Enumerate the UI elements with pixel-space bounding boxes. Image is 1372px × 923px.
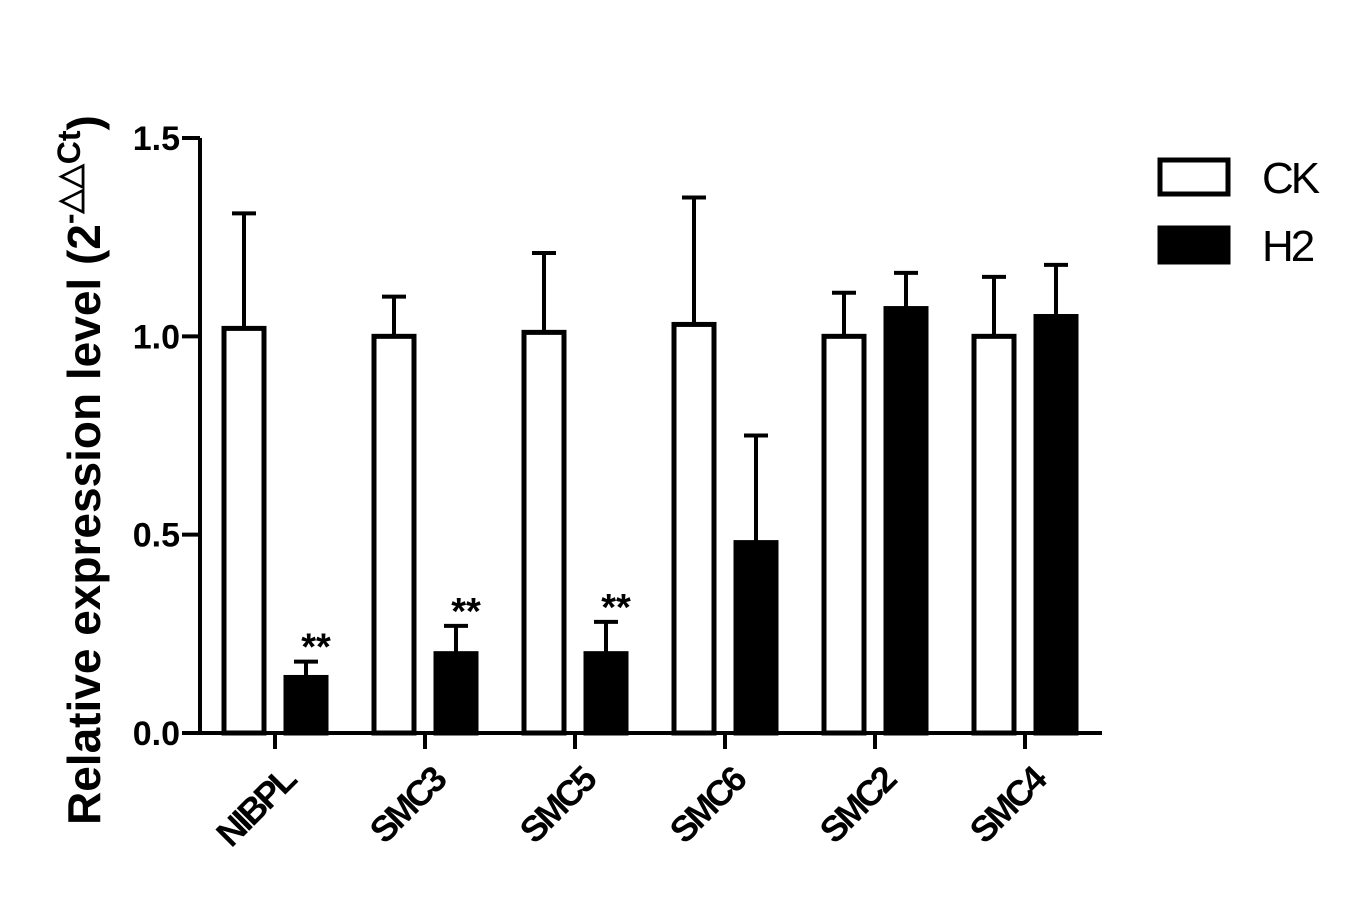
y-tick-label: 0.5 (133, 517, 180, 555)
legend-swatch-ck (1157, 157, 1231, 197)
bar-h2 (283, 674, 329, 736)
x-axis: NIBPL SMC3 SMC5 SMC6 SMC2 SMC4 (198, 731, 1102, 854)
significance-marker: ** (601, 587, 631, 629)
significance-marker: ** (301, 627, 331, 669)
y-tick-label: 1.0 (133, 318, 180, 356)
bar-ck (521, 329, 567, 736)
x-tick-label: SMC6 (661, 758, 754, 851)
bar-h2 (433, 651, 479, 736)
y-axis: 0.0 0.5 1.0 1.5 (133, 120, 202, 753)
legend-label: CK (1262, 154, 1320, 203)
bar-ck (371, 333, 417, 736)
significance-marker: ** (451, 591, 481, 633)
legend-swatch-h2 (1157, 225, 1231, 265)
y-axis-title: Relative expression level (2-△△Ct) (51, 115, 110, 825)
x-tick-label: SMC3 (361, 758, 454, 851)
legend: CK H2 (1157, 154, 1323, 271)
y-tick-label: 0.0 (133, 715, 180, 753)
bar-ck (221, 325, 267, 736)
x-tick-label: NIBPL (208, 758, 304, 854)
y-axis-title-main: Relative expression level (2 (58, 224, 110, 825)
bar-h2 (733, 540, 779, 736)
bar-ck (971, 333, 1017, 736)
y-tick-label: 1.5 (133, 120, 180, 158)
x-tick-label: SMC4 (961, 758, 1054, 851)
y-axis-title-superscript: -△△Ct (51, 130, 87, 224)
bar-h2 (583, 651, 629, 736)
x-tick-label: SMC2 (811, 758, 904, 851)
y-axis-title-close: ) (58, 115, 110, 130)
bar-h2 (1033, 314, 1079, 736)
bars: ** ** ** (221, 195, 1079, 736)
bar-ck (671, 321, 717, 736)
bar-ck (821, 333, 867, 736)
bar-h2 (883, 306, 929, 736)
x-tick-label: SMC5 (511, 758, 604, 851)
legend-label: H2 (1262, 222, 1314, 271)
